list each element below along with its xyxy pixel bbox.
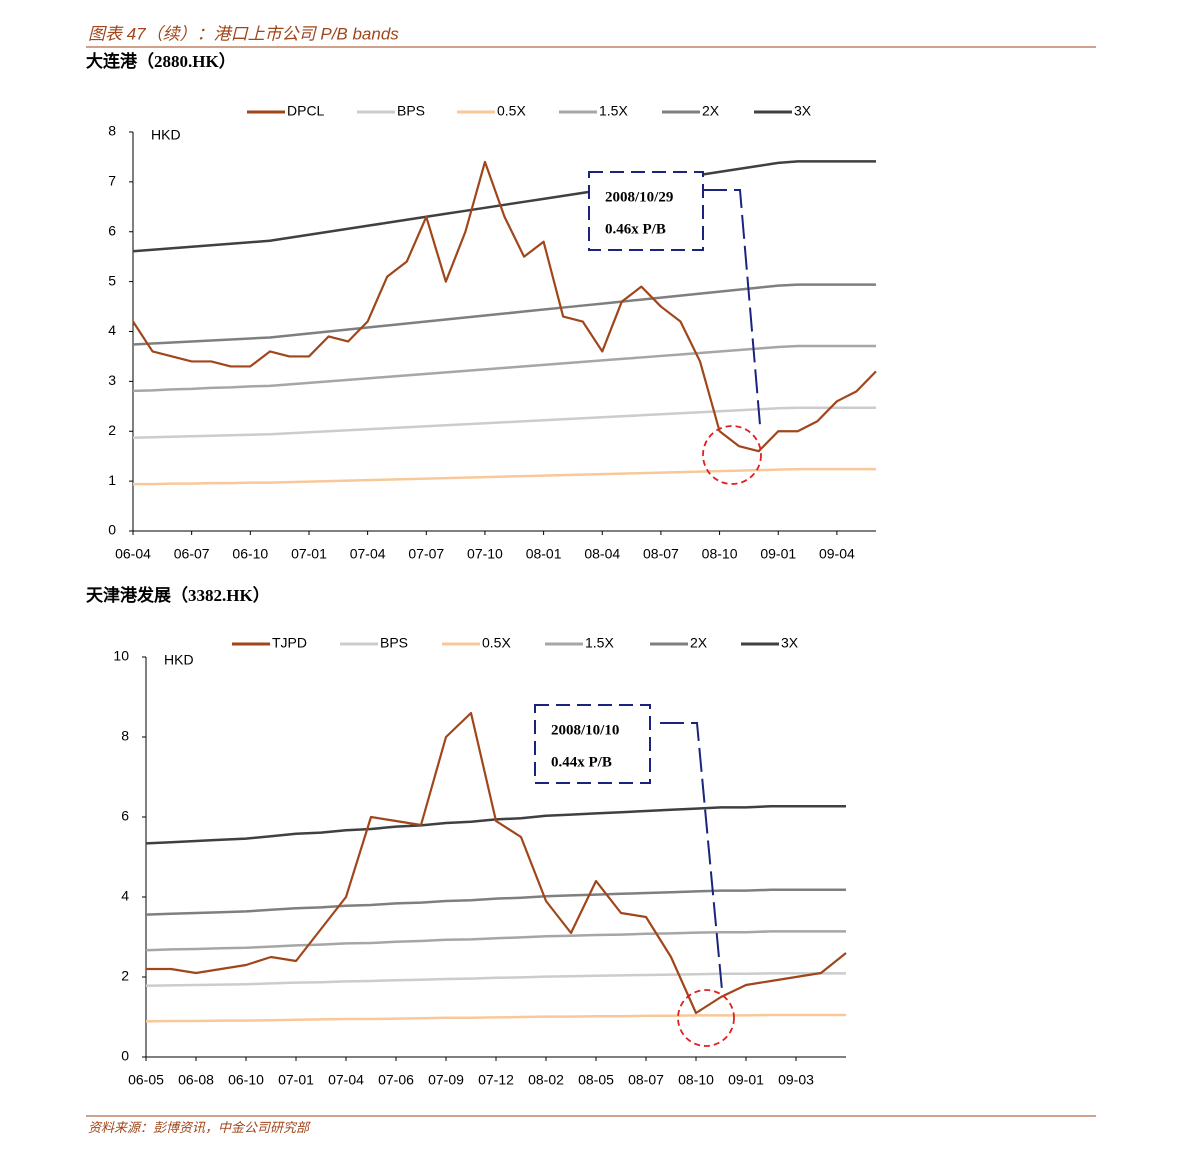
series-line <box>145 972 846 988</box>
x-tick-label: 09-01 <box>728 1072 764 1088</box>
y-tick-label: 0 <box>121 1048 129 1064</box>
x-tick-label: 06-10 <box>228 1072 264 1088</box>
y-tick-label: 0 <box>108 522 116 538</box>
x-tick-label: 07-04 <box>328 1072 364 1088</box>
x-tick-label: 08-01 <box>526 546 562 562</box>
y-tick-label: 4 <box>121 888 129 904</box>
y-tick-label: 2 <box>121 968 129 984</box>
legend-label: 3X <box>781 635 799 651</box>
y-axis-label: HKD <box>164 652 194 668</box>
y-tick-label: 4 <box>108 322 116 338</box>
series-line <box>133 467 876 486</box>
annotation-connector <box>660 722 723 991</box>
x-tick-label: 07-04 <box>350 546 386 562</box>
y-tick-label: 8 <box>121 728 129 744</box>
y-tick-label: 6 <box>121 808 129 824</box>
series-line <box>132 160 876 253</box>
annotation-box <box>588 171 704 251</box>
legend-label: 1.5X <box>585 635 614 651</box>
x-tick-label: 08-02 <box>528 1072 564 1088</box>
x-tick-label: 06-08 <box>178 1072 214 1088</box>
series-line <box>145 1013 846 1023</box>
x-tick-label: 07-01 <box>291 546 327 562</box>
x-tick-label: 07-10 <box>467 546 503 562</box>
series-line <box>132 406 876 439</box>
legend-label: BPS <box>380 635 408 651</box>
y-tick-label: 3 <box>108 372 116 388</box>
x-tick-label: 08-04 <box>584 546 620 562</box>
legend-label: 1.5X <box>599 103 628 119</box>
legend-label: TJPD <box>272 635 307 651</box>
x-tick-label: 09-03 <box>778 1072 814 1088</box>
x-tick-label: 09-01 <box>760 546 796 562</box>
series-line <box>145 888 846 916</box>
series-line <box>132 344 876 393</box>
y-tick-label: 5 <box>108 272 116 288</box>
page-title: 图表 47（续）：港口上市公司 P/B bands <box>88 24 399 43</box>
y-tick-label: 1 <box>108 472 116 488</box>
source-note: 资料来源：彭博资讯，中金公司研究部 <box>88 1120 311 1135</box>
highlight-circle <box>702 425 762 485</box>
x-tick-label: 08-07 <box>628 1072 664 1088</box>
x-tick-label: 07-09 <box>428 1072 464 1088</box>
x-tick-label: 08-10 <box>678 1072 714 1088</box>
x-tick-label: 06-05 <box>128 1072 164 1088</box>
series-line <box>132 283 876 346</box>
x-tick-label: 08-07 <box>643 546 679 562</box>
annotation-connector <box>703 189 761 426</box>
legend-label: 2X <box>690 635 708 651</box>
legend-label: 0.5X <box>482 635 511 651</box>
series-line <box>145 930 846 952</box>
y-tick-label: 6 <box>108 222 116 238</box>
chart-title: 天津港发展（3382.HK） <box>86 585 270 605</box>
chart-title: 大连港（2880.HK） <box>86 51 236 71</box>
legend-label: 3X <box>794 103 812 119</box>
legend-label: 2X <box>702 103 720 119</box>
x-tick-label: 06-07 <box>174 546 210 562</box>
y-tick-label: 2 <box>108 422 116 438</box>
annotation-text: 2008/10/29 <box>605 189 673 205</box>
x-tick-label: 07-12 <box>478 1072 514 1088</box>
y-tick-label: 10 <box>113 648 129 664</box>
highlight-circle <box>677 989 735 1047</box>
x-tick-label: 07-01 <box>278 1072 314 1088</box>
x-tick-label: 07-06 <box>378 1072 414 1088</box>
y-tick-label: 8 <box>108 123 116 139</box>
annotation-text: 0.44x P/B <box>551 754 612 770</box>
annotation-box <box>534 704 651 784</box>
x-tick-label: 08-10 <box>702 546 738 562</box>
x-tick-label: 06-10 <box>232 546 268 562</box>
annotation-text: 2008/10/10 <box>551 722 619 738</box>
legend-label: DPCL <box>287 103 325 119</box>
series-line <box>132 160 877 453</box>
x-tick-label: 09-04 <box>819 546 855 562</box>
x-tick-label: 08-05 <box>578 1072 614 1088</box>
series-line <box>146 711 847 1015</box>
series-line <box>145 804 846 845</box>
legend-label: 0.5X <box>497 103 526 119</box>
annotation-text: 0.46x P/B <box>605 221 666 237</box>
legend-label: BPS <box>397 103 425 119</box>
y-tick-label: 7 <box>108 173 116 189</box>
y-axis-label: HKD <box>151 127 181 143</box>
x-tick-label: 07-07 <box>408 546 444 562</box>
x-tick-label: 06-04 <box>115 546 151 562</box>
